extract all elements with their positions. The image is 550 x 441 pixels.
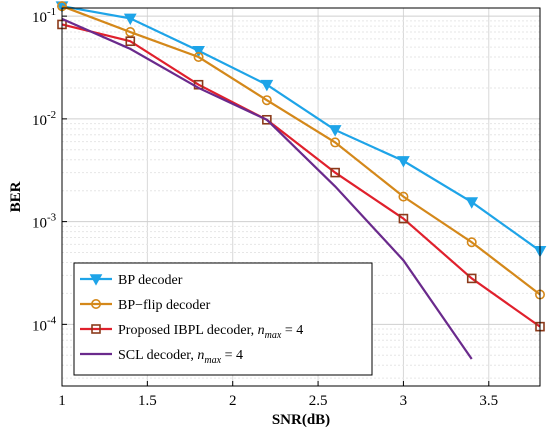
x-axis-title: SNR(dB) [272,412,330,428]
legend-marker [91,298,102,309]
legend-box [73,262,373,376]
series-line [61,23,541,328]
y-tick-label: 10-4 [32,314,57,334]
data-point [193,52,204,63]
x-tick-label: 2.5 [309,393,328,409]
legend-label: BP−flip decoder [118,298,211,313]
data-point [330,167,340,178]
legend-label: Proposed IBPL decoder, nmax = 4 [118,323,303,341]
x-tick-label: 3.5 [479,393,498,409]
data-point [123,13,137,26]
series-line [61,5,541,296]
x-tick-label: 1 [58,393,66,409]
data-point [192,45,205,58]
legend-entry: SCL decoder, nmax = 4 [80,348,243,366]
series-2 [56,1,545,300]
series-line [61,17,473,360]
legend-label: SCL decoder, nmax = 4 [118,348,243,366]
plot-frame [61,7,541,387]
data-point [125,36,136,47]
legend-entry: BP decoder [80,273,183,288]
data-point [398,213,409,224]
y-tick-label: 10-1 [32,6,56,26]
data-point [398,191,409,202]
data-point [125,27,136,38]
series-4 [61,17,473,360]
data-point [466,273,477,284]
data-point [465,197,479,209]
data-point [330,137,341,148]
data-point [262,114,272,125]
legend: BP decoder BP−flip decoder Proposed IBPL d… [73,262,373,376]
legend-marker [91,324,101,334]
data-point [261,95,272,106]
legend-label: BP decoder [118,273,183,288]
y-axis-title: BER [8,181,24,212]
data-point [466,237,477,248]
legend-marker [89,274,103,286]
data-point [260,79,274,92]
plot-series [55,1,547,360]
series-line [61,5,541,252]
data-point [328,125,342,137]
y-tick-label: 10-3 [32,212,57,232]
x-tick-label: 3 [400,393,408,409]
y-tick-label: 10-2 [32,109,56,129]
legend-entry: Proposed IBPL decoder, nmax = 4 [80,323,303,341]
x-tick-label: 1.5 [138,393,157,409]
legend-entry: BP−flip decoder [80,298,211,313]
data-point [397,156,410,168]
x-tick-label: 2 [229,393,237,409]
